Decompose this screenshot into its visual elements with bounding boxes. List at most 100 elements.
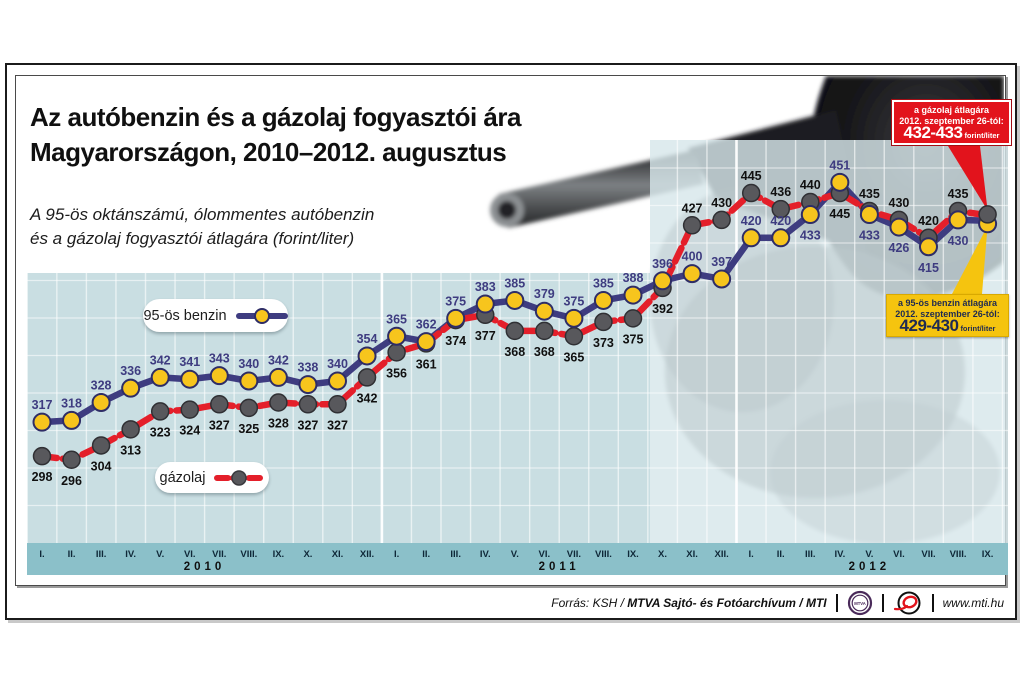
benzin-point <box>741 228 761 248</box>
legend-benzin-label: 95-ös benzin <box>143 307 227 324</box>
value-labels: 317 318 328 336 342 341 343 340 342 338 340 354 365 3… <box>32 158 969 487</box>
benzin-point <box>416 332 436 352</box>
gazolaj-point <box>328 395 347 414</box>
benzin-line-marker-icon <box>235 307 288 324</box>
month-tick-label: VI. <box>539 549 551 560</box>
website-label: www.mti.hu <box>942 596 1004 610</box>
month-tick-label: II. <box>68 549 76 560</box>
gazolaj-value-label: 365 <box>563 350 584 364</box>
benzin-point <box>180 369 200 389</box>
gazolaj-value-label: 368 <box>504 345 525 359</box>
legend-benzin: 95-ös benzin <box>143 299 288 332</box>
benzin-point <box>328 371 347 391</box>
footer-divider <box>931 594 934 612</box>
gazolaj-value-label: 327 <box>327 418 348 432</box>
subtitle-line1: A 95-ös oktánszámú, ólommentes autóbenzi… <box>30 205 375 224</box>
gazolaj-value-label: 445 <box>741 169 762 183</box>
gazolaj-final-point <box>978 205 997 224</box>
benzin-value-label: 365 <box>386 312 407 326</box>
benzin-callout-unit: forint/liter <box>960 324 996 333</box>
year-label: 2010 <box>184 561 226 573</box>
benzin-value-label: 340 <box>238 357 259 371</box>
benzin-value-label: 415 <box>918 261 939 275</box>
gazolaj-value-label: 436 <box>770 185 791 199</box>
month-tick-label: VI. <box>184 549 196 560</box>
gazolaj-point <box>180 400 199 419</box>
benzin-callout-line2: 2012. szeptember 26-tól: <box>895 309 1000 319</box>
benzin-value-label: 396 <box>652 257 673 271</box>
gazolaj-point <box>32 446 52 466</box>
gazolaj-value-label: 325 <box>238 422 259 436</box>
gazolaj-value-label: 392 <box>652 302 673 316</box>
legend-gazolaj-label: gázolaj <box>159 469 206 486</box>
benzin-value-label: 397 <box>711 255 732 269</box>
gazolaj-point <box>298 395 318 414</box>
gazolaj-value-label: 324 <box>179 424 200 438</box>
benzin-value-label: 328 <box>91 378 112 392</box>
month-tick-label: XI. <box>686 549 698 560</box>
gazolaj-value-label: 430 <box>889 196 910 210</box>
benzin-point <box>32 412 52 432</box>
benzin-point <box>653 271 673 291</box>
benzin-point <box>712 269 732 289</box>
mtva-logo-icon: MTVA <box>847 590 872 616</box>
diesel-callout-line1: a gázolaj átlagára <box>913 105 990 115</box>
benzin-point <box>475 294 495 314</box>
benzin-value-label: 451 <box>829 158 850 172</box>
benzin-callout-value: 429-430 <box>899 316 959 335</box>
gazolaj-point <box>535 321 554 341</box>
gazolaj-value-label: 327 <box>298 418 319 432</box>
benzin-point <box>239 371 259 391</box>
gazolaj-point <box>210 395 229 414</box>
month-tick-label: X. <box>303 549 312 560</box>
month-tick-label: V. <box>865 549 873 560</box>
benzin-point <box>564 308 584 328</box>
gazolaj-value-label: 368 <box>534 345 555 359</box>
month-tick-label: I. <box>39 549 44 560</box>
month-tick-label: III. <box>450 549 461 560</box>
benzin-point <box>91 392 111 412</box>
benzin-point <box>446 308 466 328</box>
benzin-value-label: 362 <box>416 318 437 332</box>
legend-gazolaj: gázolaj <box>155 462 269 493</box>
year-label: 2011 <box>539 561 580 573</box>
benzin-value-label: 342 <box>268 353 289 367</box>
benzin-point <box>919 237 938 257</box>
month-tick-label: II. <box>777 549 785 560</box>
benzin-point <box>889 217 909 237</box>
title-line2: Magyarországon, 2010–2012. augusztus <box>30 137 507 167</box>
source-agency: MTVA Sajtó- és Fotóarchívum / MTI <box>627 596 827 610</box>
month-tick-label: I. <box>749 549 754 560</box>
gazolaj-value-label: 377 <box>475 329 496 343</box>
month-tick-label: III. <box>96 549 107 560</box>
benzin-value-label: 317 <box>32 398 53 412</box>
benzin-point <box>948 210 968 230</box>
gazolaj-point <box>150 402 170 421</box>
benzin-value-label: 354 <box>357 332 378 346</box>
gazolaj-point <box>357 368 377 387</box>
gazolaj-point <box>269 393 288 412</box>
month-tick-label: IV. <box>834 549 845 560</box>
month-tick-label: II. <box>422 549 430 560</box>
benzin-value-label: 430 <box>948 234 969 248</box>
gazolaj-value-label: 445 <box>829 207 850 221</box>
gazolaj-value-label: 342 <box>357 391 378 405</box>
gazolaj-value-label: 435 <box>859 187 880 201</box>
month-tick-label: V. <box>156 549 164 560</box>
title-line1: Az autóbenzin és a gázolaj fogyasztói ár… <box>30 102 521 132</box>
month-tick-label: IX. <box>273 549 285 560</box>
x-axis-labels: I. II. III. IV. V. VI. VII. VIII. IX. X. XI. XII. I.… <box>39 549 993 573</box>
month-tick-label: IX. <box>982 549 994 560</box>
footer-bar: Forrás: KSH / MTVA Sajtó- és Fotóarchívu… <box>551 590 1004 616</box>
gazolaj-value-label: 361 <box>416 357 437 371</box>
gazolaj-value-label: 374 <box>445 334 466 348</box>
month-tick-label: V. <box>511 549 519 560</box>
gazolaj-point <box>239 398 259 418</box>
gazolaj-point <box>62 450 81 470</box>
plot-area-zoom-panel <box>650 140 1008 543</box>
benzin-point <box>387 326 407 346</box>
gazolaj-value-label: 313 <box>120 443 141 457</box>
benzin-value-label: 341 <box>179 355 200 369</box>
svg-text:MTVA: MTVA <box>854 601 866 606</box>
gazolaj-line-marker-icon <box>214 469 265 486</box>
